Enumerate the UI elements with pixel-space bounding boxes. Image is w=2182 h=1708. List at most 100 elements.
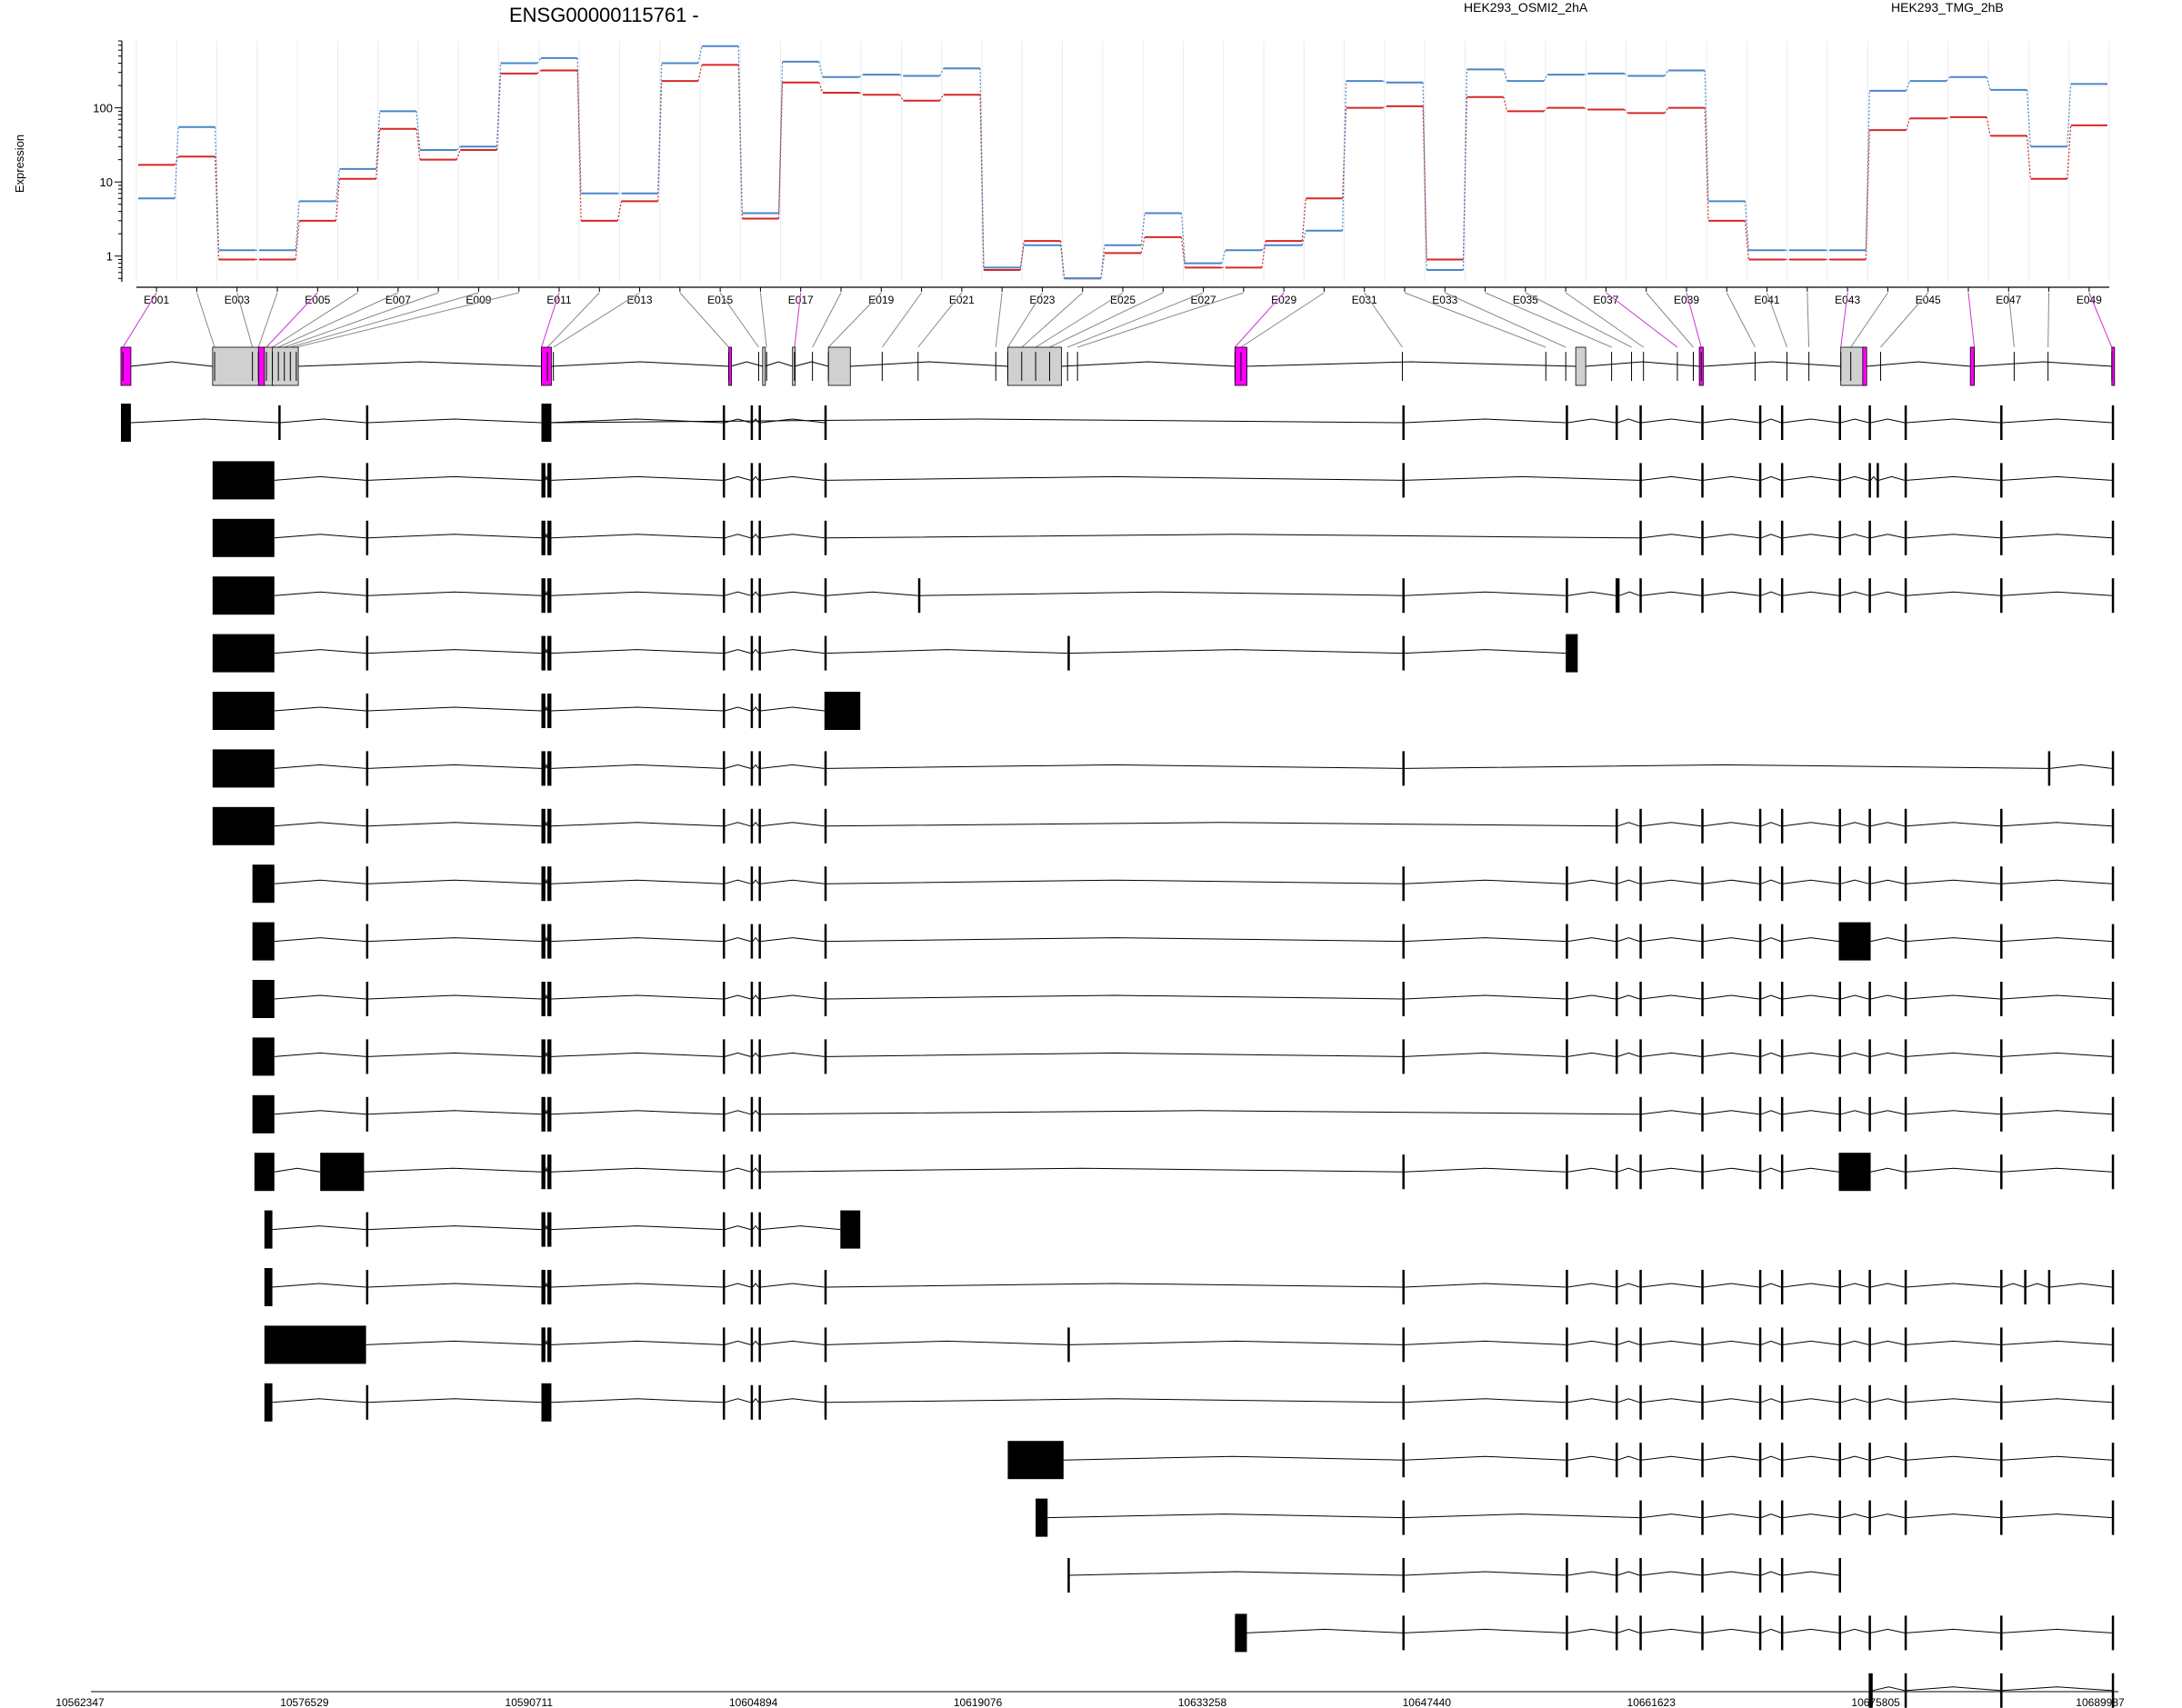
exon-tick-label: E017 <box>788 294 814 306</box>
series-join <box>1664 70 1669 76</box>
transcript-exon <box>1616 405 1618 440</box>
transcript-exon <box>1904 1096 1907 1132</box>
transcript-intron <box>1617 937 1640 943</box>
transcript-intron <box>1870 994 1905 1000</box>
transcript-intron <box>725 1340 751 1345</box>
transcript-intron <box>725 937 751 943</box>
transcript-exon <box>1566 405 1568 440</box>
transcript-intron <box>1404 937 1566 943</box>
transcript-exon <box>1758 1384 1762 1420</box>
transcript-intron <box>1404 1052 1566 1057</box>
series-join <box>375 128 381 179</box>
transcript-exon <box>1780 808 1784 844</box>
transcript-intron <box>274 649 366 654</box>
transcript-intron <box>367 937 542 943</box>
transcript-intron <box>367 879 542 884</box>
series-join <box>1180 236 1186 268</box>
transcript-row <box>252 864 2115 904</box>
transcript-intron <box>1840 1513 1869 1519</box>
transcript-exon <box>547 1270 552 1304</box>
transcript-intron <box>1567 1052 1616 1057</box>
transcript-intron <box>725 764 751 769</box>
series-join <box>1624 109 1628 114</box>
series-join <box>737 45 743 214</box>
transcript-intron <box>1840 822 1869 827</box>
transcript-intron <box>1703 1340 1759 1345</box>
transcript-exon <box>547 1096 552 1132</box>
transcript-intron <box>365 1340 542 1345</box>
transcript-intron <box>545 1339 548 1345</box>
transcript-exon <box>1701 1096 1704 1132</box>
exon-connector <box>295 292 519 348</box>
transcript-exon <box>1007 1441 1064 1480</box>
transcript-intron <box>1703 1455 1759 1461</box>
transcript-exon <box>547 924 552 959</box>
transcript-intron <box>760 822 825 827</box>
transcript-exon <box>2024 1270 2027 1304</box>
series-join <box>335 168 341 202</box>
transcript-intron <box>367 534 542 539</box>
exon-tick-label: E031 <box>1352 294 1377 306</box>
transcript-exon <box>1701 1270 1704 1304</box>
transcript-exon <box>750 463 754 498</box>
exon-tick-label: E037 <box>1593 294 1618 306</box>
transcript-exon <box>1780 1154 1784 1190</box>
transcript-exon <box>264 1210 273 1249</box>
transcript-exon <box>1904 1270 1907 1304</box>
transcript-intron <box>551 1167 724 1173</box>
transcript-exon <box>722 866 726 902</box>
transcript-intron <box>1783 1283 1839 1288</box>
exon-tick-label: E025 <box>1110 294 1136 306</box>
transcript-exon <box>750 1327 754 1363</box>
transcript-exon <box>541 1383 552 1422</box>
transcript-intron <box>2002 879 2112 884</box>
transcript-intron <box>1906 418 2001 424</box>
transcript-exon <box>1838 1615 1842 1651</box>
transcript-exon <box>2111 578 2115 614</box>
transcript-intron <box>760 1340 825 1345</box>
transcript-exon <box>1780 982 1784 1016</box>
transcript-exon <box>1780 1039 1784 1074</box>
exon-tick-label: E035 <box>1513 294 1538 306</box>
transcript-exon <box>1402 982 1405 1016</box>
transcript-exon <box>252 1094 275 1134</box>
transcript-row <box>264 1383 2115 1422</box>
transcript-exon <box>2111 1039 2115 1074</box>
transcript-exon <box>758 1270 761 1304</box>
transcript-intron <box>1870 475 1877 481</box>
transcript-intron <box>274 937 366 943</box>
genomic-tick-label: 10562347 <box>55 1696 105 1708</box>
transcript-row <box>212 692 861 730</box>
transcript-exon <box>1067 1327 1070 1363</box>
gene-model-exon <box>1862 346 1867 386</box>
series-join <box>939 68 945 76</box>
exon-tick-label: E045 <box>1916 294 1941 306</box>
transcript-exon <box>1904 1384 1907 1420</box>
transcript-exon <box>824 1270 827 1304</box>
transcript-exon <box>1838 1558 1842 1593</box>
exon-tick-label: E033 <box>1432 294 1457 306</box>
transcript-exon <box>365 751 369 786</box>
transcript-exon <box>1566 1154 1568 1190</box>
transcript-intron <box>1906 822 2001 827</box>
transcript-exon <box>1701 924 1704 959</box>
transcript-row <box>212 749 2115 788</box>
series-join <box>295 220 300 260</box>
transcript-exon <box>1868 463 1871 498</box>
transcript-intron <box>551 937 724 943</box>
series-join <box>295 201 300 251</box>
transcript-exon <box>365 1270 369 1304</box>
transcript-intron <box>1617 1571 1640 1576</box>
transcript-intron <box>1617 1340 1640 1345</box>
transcript-exon <box>1758 866 1762 902</box>
transcript-exon <box>1616 982 1618 1016</box>
exon-tick-label: E029 <box>1271 294 1296 306</box>
transcript-exon <box>1780 1384 1784 1420</box>
transcript-intron <box>2026 1283 2048 1288</box>
transcript-intron <box>551 475 724 481</box>
transcript-exon <box>1616 1384 1618 1420</box>
gene-model-exon <box>1007 346 1063 386</box>
transcript-row <box>252 1037 2115 1076</box>
transcript-exon <box>2111 1615 2115 1651</box>
series-join <box>1664 107 1669 114</box>
